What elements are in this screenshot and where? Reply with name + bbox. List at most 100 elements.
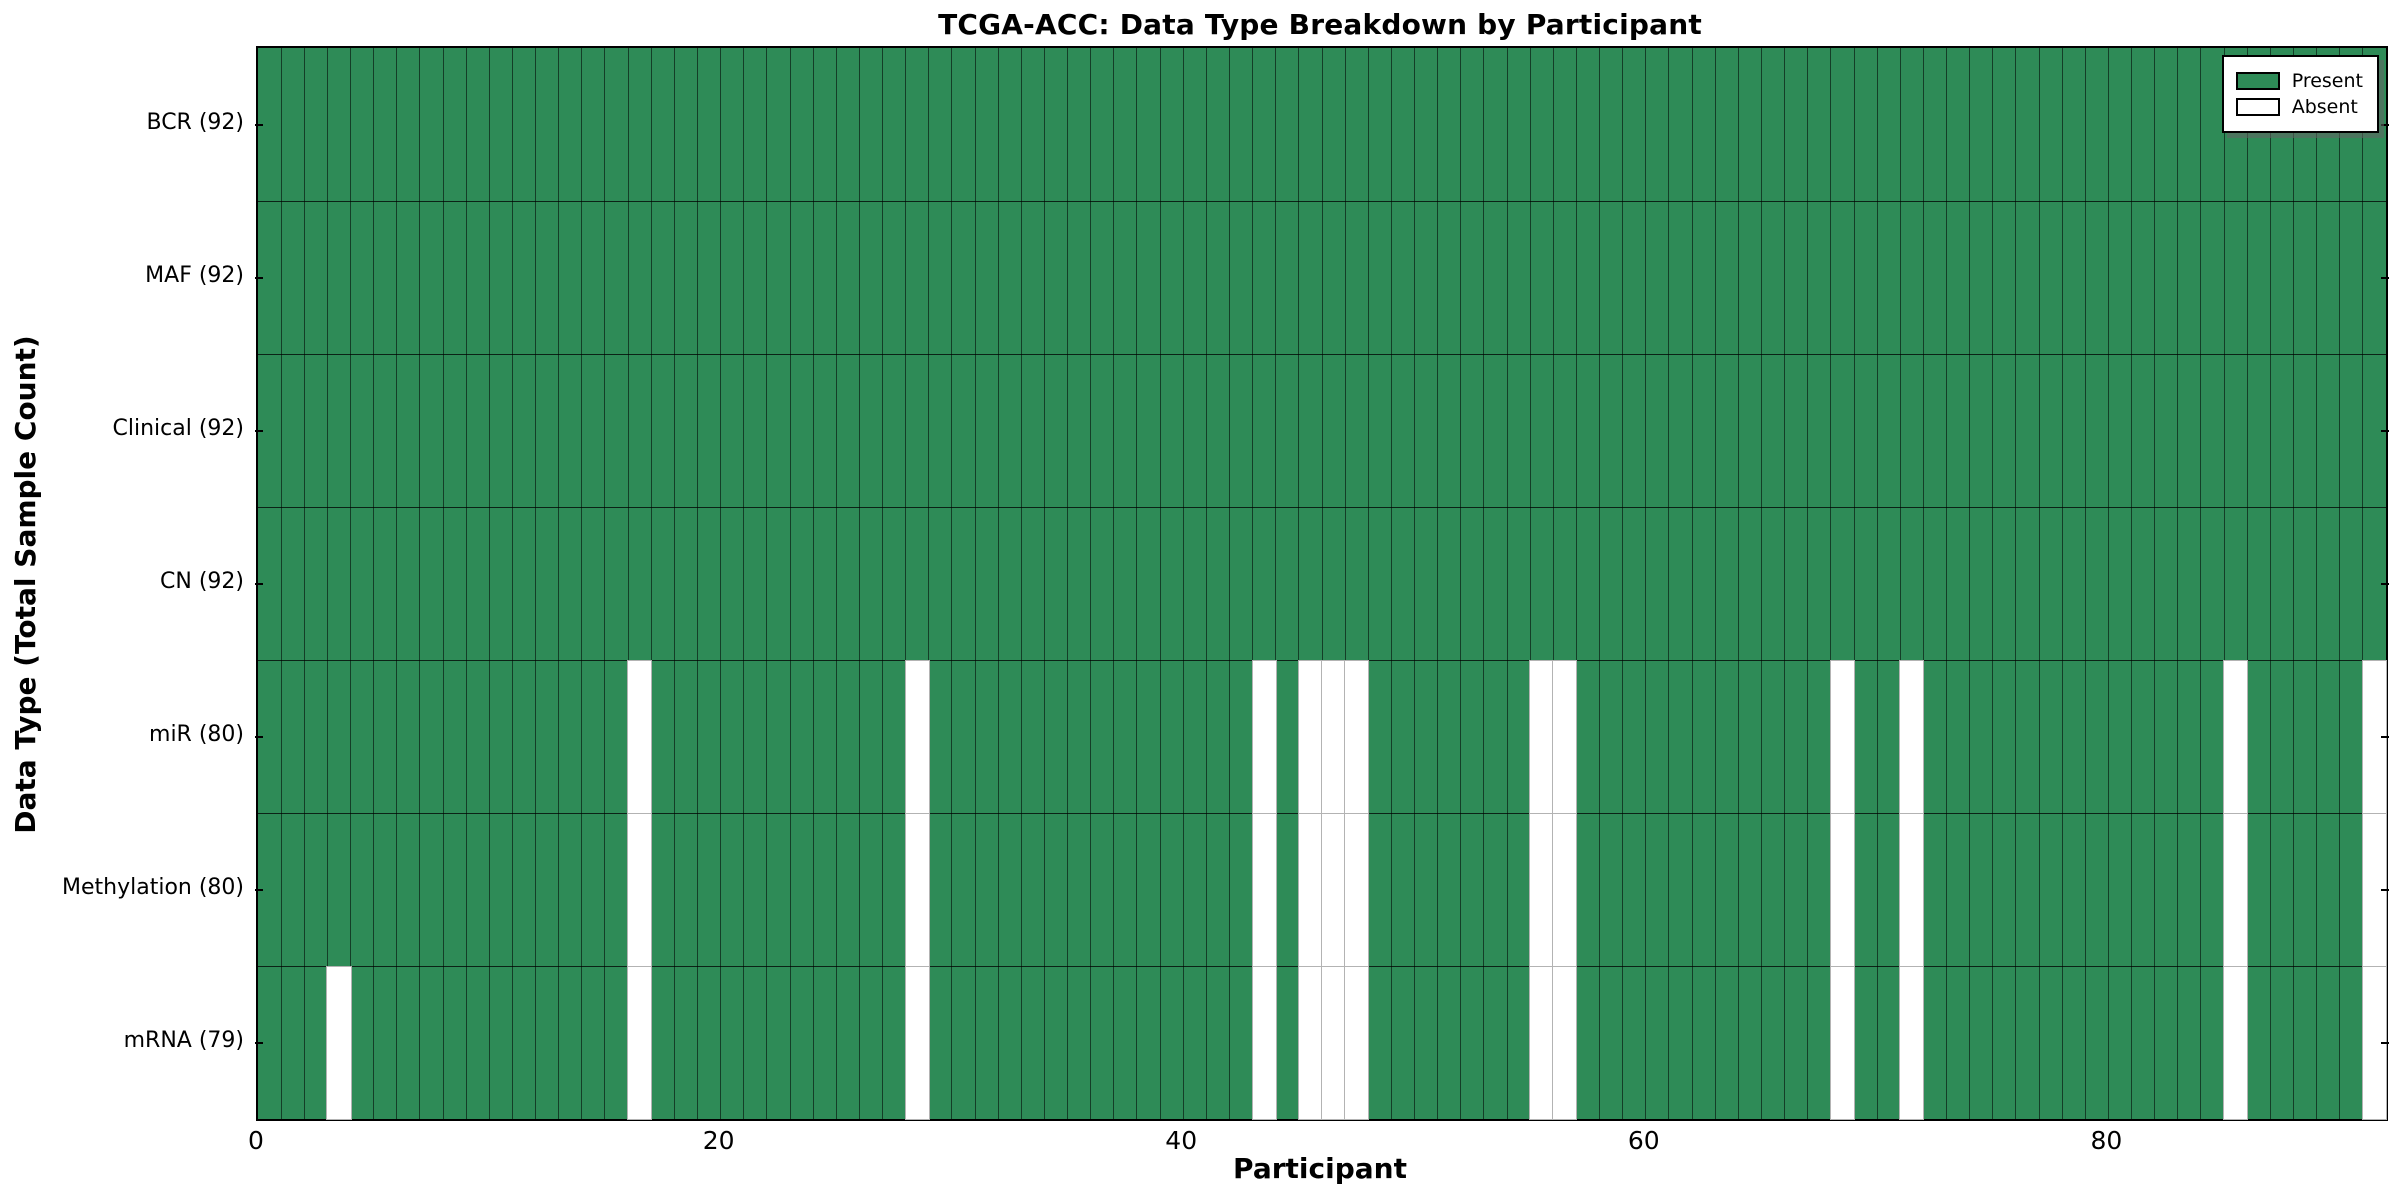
grid-vline (1414, 48, 1416, 1119)
grid-vline (511, 48, 513, 1119)
grid-vline (1020, 48, 1022, 1119)
grid-vline (373, 48, 375, 1119)
grid-vline (581, 48, 583, 1119)
plot-area: Present Absent (255, 46, 2389, 1121)
grid-vline (1067, 48, 1069, 1119)
y-tick-mark-right (2381, 582, 2389, 585)
grid-vline (905, 48, 907, 1119)
grid-vline (1575, 48, 1577, 1119)
grid-vline (882, 48, 884, 1119)
grid-vline (2038, 48, 2040, 1119)
grid-vline (396, 48, 398, 1119)
y-tick-mark-left (255, 123, 263, 126)
y-tick-label-Methylation: Methylation (80) (62, 874, 244, 900)
absent-cell-miR-p43 (1251, 659, 1277, 814)
x-tick-label-80: 80 (2090, 1126, 2123, 1155)
y-tick-mark-right (2381, 429, 2389, 432)
grid-vline (1922, 48, 1924, 1119)
grid-vline (2292, 48, 2294, 1119)
grid-vline (1737, 48, 1739, 1119)
grid-vline (2339, 48, 2341, 1119)
y-tick-mark-right (2381, 1041, 2389, 1044)
absent-cell-miR-p46 (1321, 659, 1347, 814)
y-tick-mark-left (255, 276, 263, 279)
absent-cell-mRNA-p85 (2223, 965, 2249, 1120)
present-swatch-icon (2235, 72, 2280, 90)
grid-vline (2200, 48, 2202, 1119)
grid-vline (1899, 48, 1901, 1119)
grid-vline (1205, 48, 1207, 1119)
grid-hline (258, 506, 2386, 508)
grid-vline (1321, 48, 1323, 1119)
grid-vline (928, 48, 930, 1119)
grid-vline (442, 48, 444, 1119)
grid-vline (743, 48, 745, 1119)
legend-item-present: Present (2235, 70, 2363, 92)
grid-hline (258, 353, 2386, 355)
absent-cell-Methylation-p85 (2223, 812, 2249, 967)
absent-cell-miR-p55 (1529, 659, 1555, 814)
absent-cell-Methylation-p71 (1899, 812, 1925, 967)
grid-vline (1437, 48, 1439, 1119)
y-tick-mark-right (2381, 735, 2389, 738)
grid-vline (1992, 48, 1994, 1119)
absent-cell-mRNA-p68 (1829, 965, 1855, 1120)
absent-cell-miR-p28 (904, 659, 930, 814)
grid-vline (1367, 48, 1369, 1119)
absent-cell-Methylation-p28 (904, 812, 930, 967)
grid-vline (789, 48, 791, 1119)
grid-vline (1784, 48, 1786, 1119)
absent-cell-miR-p68 (1829, 659, 1855, 814)
grid-vline (488, 48, 490, 1119)
absent-cell-Methylation-p43 (1251, 812, 1277, 967)
x-axis-label: Participant (1233, 1152, 1407, 1185)
y-tick-label-CN: CN (92) (160, 568, 244, 594)
legend-item-absent: Absent (2235, 96, 2363, 118)
absent-cell-mRNA-p43 (1251, 965, 1277, 1120)
y-tick-label-Clinical: Clinical (92) (112, 415, 244, 441)
absent-cell-mRNA-p55 (1529, 965, 1555, 1120)
grid-vline (720, 48, 722, 1119)
grid-vline (1714, 48, 1716, 1119)
y-tick-mark-right (2381, 276, 2389, 279)
absent-cell-Methylation-p16 (627, 812, 653, 967)
grid-vline (1090, 48, 1092, 1119)
grid-vline (835, 48, 837, 1119)
grid-vline (1182, 48, 1184, 1119)
grid-vline (1760, 48, 1762, 1119)
grid-vline (1876, 48, 1878, 1119)
legend-label-present: Present (2291, 70, 2363, 92)
grid-vline (2107, 48, 2109, 1119)
grid-vline (1228, 48, 1230, 1119)
grid-vline (558, 48, 560, 1119)
absent-cell-Methylation-p68 (1829, 812, 1855, 967)
grid-vline (696, 48, 698, 1119)
grid-vline (951, 48, 953, 1119)
absent-cell-Methylation-p47 (1344, 812, 1370, 967)
grid-vline (1599, 48, 1601, 1119)
grid-vline (766, 48, 768, 1119)
grid-vline (974, 48, 976, 1119)
grid-vline (1552, 48, 1554, 1119)
legend-label-absent: Absent (2291, 96, 2358, 118)
grid-vline (812, 48, 814, 1119)
x-tick-label-0: 0 (248, 1126, 264, 1155)
y-tick-label-BCR: BCR (92) (146, 109, 244, 135)
grid-vline (1298, 48, 1300, 1119)
grid-vline (1275, 48, 1277, 1119)
absent-cell-mRNA-p56 (1552, 965, 1578, 1120)
grid-vline (1830, 48, 1832, 1119)
grid-vline (2084, 48, 2086, 1119)
grid-vline (1136, 48, 1138, 1119)
grid-vline (303, 48, 305, 1119)
absent-cell-Methylation-p46 (1321, 812, 1347, 967)
absent-cell-miR-p47 (1344, 659, 1370, 814)
grid-vline (1113, 48, 1115, 1119)
y-tick-mark-right (2381, 888, 2389, 891)
absent-cell-mRNA-p45 (1297, 965, 1323, 1120)
grid-vline (2316, 48, 2318, 1119)
grid-vline (1460, 48, 1462, 1119)
chart-title: TCGA-ACC: Data Type Breakdown by Partici… (938, 8, 1702, 41)
grid-vline (1946, 48, 1948, 1119)
